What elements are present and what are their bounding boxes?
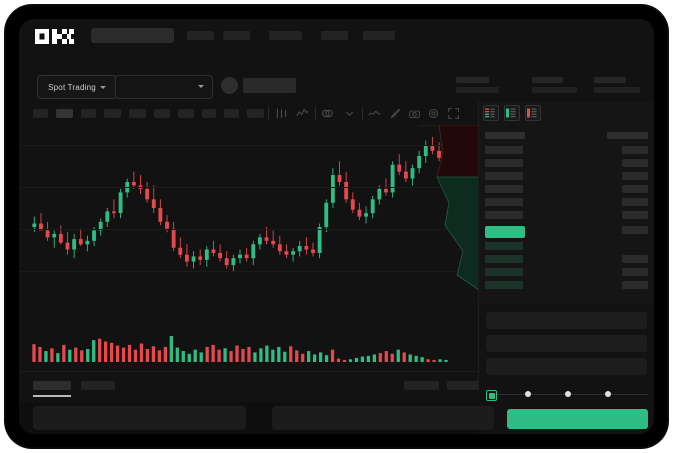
compare-icon[interactable] [321,107,334,120]
last-price-indicator [485,226,525,238]
timeframe-button-7[interactable] [178,109,194,118]
bid-row-price-2[interactable] [485,255,523,263]
tab-open-orders[interactable] [33,381,71,390]
bid-row-price-4[interactable] [485,281,523,289]
ask-row-price-3[interactable] [485,172,523,180]
nav-item-1[interactable] [187,31,214,40]
amount-slider[interactable] [479,388,654,402]
orderbook-col-header-price [485,132,525,139]
price-candlestick-chart[interactable] [19,125,479,324]
top-navigation-bar [19,19,654,52]
orderbook-bids-icon[interactable] [504,105,520,121]
orders-tab-bar [19,371,483,402]
candles-svg [32,137,448,272]
timeframe-button-4[interactable] [104,109,121,118]
fullscreen-icon[interactable] [447,107,460,120]
bid-row-amount-2 [622,255,648,263]
timeframe-button-3[interactable] [81,109,96,118]
candlestick-type-icon[interactable] [275,107,288,120]
settings-gear-icon[interactable] [427,107,440,120]
ask-row-amount-2 [622,159,648,167]
chevron-down-icon [198,85,204,88]
timeframe-button-8[interactable] [202,109,216,118]
bottom-card-2[interactable] [272,406,494,430]
active-tab-underline [33,395,71,397]
search-input[interactable] [91,28,174,43]
chevron-down-icon [99,85,106,89]
ask-row-amount-4 [622,185,648,193]
ask-row-amount-5 [622,198,648,206]
ask-row-price-1[interactable] [485,146,523,154]
slider-step-2[interactable] [525,391,531,397]
nav-item-5[interactable] [363,31,395,40]
timeframe-button-10[interactable] [247,109,264,118]
ask-row-amount-6 [622,211,648,219]
ask-row-price-4[interactable] [485,185,523,193]
orderbook-mode-group [483,105,541,121]
slider-step-4[interactable] [605,391,611,397]
chart-toolbar [19,102,479,126]
indicator-icon[interactable] [296,107,309,120]
ask-row-price-5[interactable] [485,198,523,206]
pair-name-label [243,78,296,93]
ask-row-price-2[interactable] [485,159,523,167]
depth-overlay [419,125,479,324]
bid-row-amount-4 [622,281,648,289]
last-price-amount [622,226,648,234]
bottom-card-1[interactable] [33,406,246,430]
slider-handle[interactable] [486,390,497,401]
okx-logo[interactable] [35,29,76,44]
bid-row-price-3[interactable] [485,268,523,276]
orderbook-both-icon[interactable] [483,105,499,121]
timeframe-button-6[interactable] [154,109,170,118]
bid-row-amount-3 [622,268,648,276]
device-frame: Spot Trading [6,6,667,447]
bid-row-price-1[interactable] [485,242,523,250]
trade-field-1[interactable] [486,312,647,329]
orders-action-1[interactable] [404,381,439,390]
draw-pencil-icon[interactable] [389,107,402,120]
ticker-stat-2 [532,77,577,93]
nav-item-2[interactable] [223,31,250,40]
volume-svg [32,336,448,362]
app-screen: Spot Trading [19,19,654,434]
place-order-button[interactable] [507,409,648,429]
trade-form [479,304,654,388]
ask-row-price-6[interactable] [485,211,523,219]
timeframe-button-1[interactable] [33,109,48,118]
volume-bar-chart [19,324,479,372]
coin-avatar [221,77,238,94]
chevron-down-icon[interactable] [343,107,356,120]
timeframe-button-2[interactable] [56,109,73,118]
orders-action-2[interactable] [447,381,483,390]
orderbook-col-header-amount [607,132,648,139]
ticker-stat-3 [594,77,640,93]
timeframe-button-9[interactable] [224,109,239,118]
device-bezel: Spot Trading [12,12,661,441]
nav-item-4[interactable] [321,31,348,40]
trading-mode-button[interactable]: Spot Trading [37,75,117,99]
timeframe-button-5[interactable] [129,109,146,118]
slider-step-3[interactable] [565,391,571,397]
trade-field-2[interactable] [486,335,647,352]
trading-mode-label: Spot Trading [48,82,96,92]
pair-select[interactable] [115,75,213,99]
orderbook-asks-icon[interactable] [525,105,541,121]
ask-row-amount-1 [622,146,648,154]
camera-icon[interactable] [408,107,421,120]
ask-row-amount-3 [622,172,648,180]
bottom-panel [19,402,494,434]
nav-item-3[interactable] [269,31,302,40]
line-chart-icon[interactable] [368,107,381,120]
ticker-stat-1 [456,77,499,93]
trade-field-3[interactable] [486,358,647,375]
tab-order-history[interactable] [81,381,115,390]
